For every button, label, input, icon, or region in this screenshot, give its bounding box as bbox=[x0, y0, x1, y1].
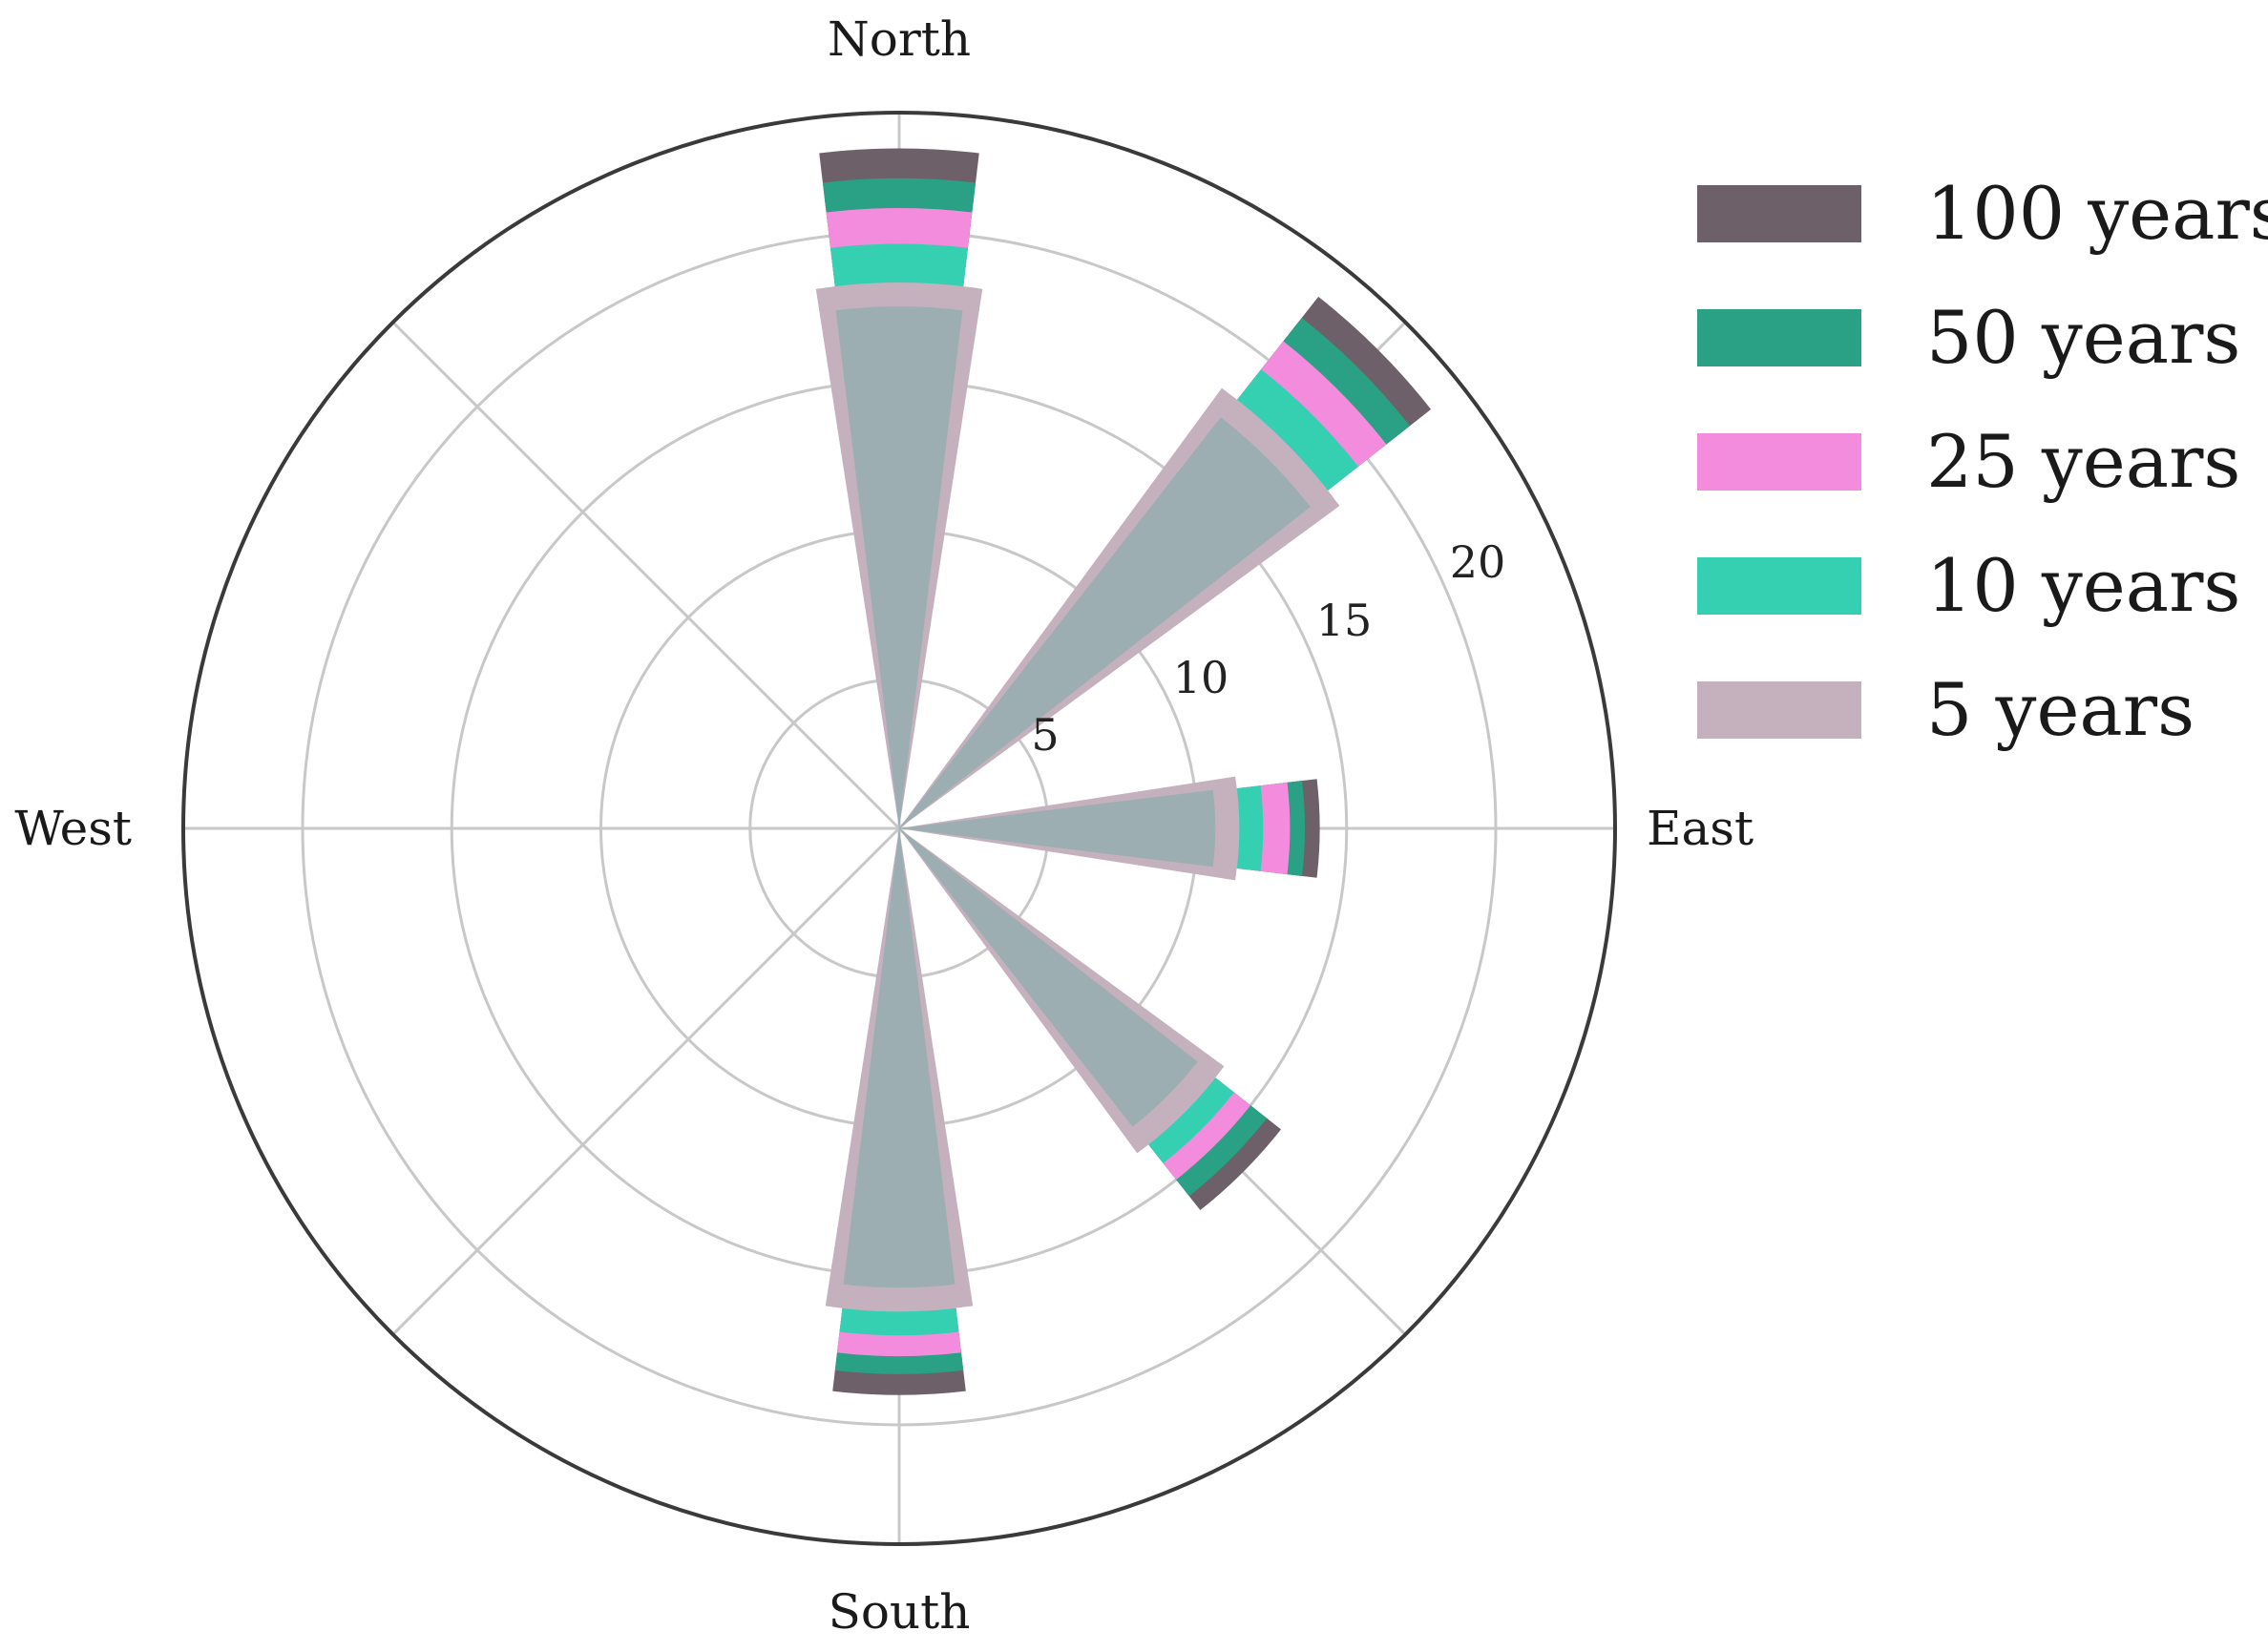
radial-tick-label: 20 bbox=[1450, 536, 1506, 588]
outer-circle bbox=[181, 111, 1617, 1546]
grid-spoke bbox=[391, 826, 901, 1336]
direction-label-west: West bbox=[14, 801, 132, 856]
legend-label-5-years: 5 years bbox=[1926, 667, 2194, 752]
legend: 100 years 50 years 25 years 10 years 5 y… bbox=[1697, 171, 2268, 752]
legend-swatch-100-years bbox=[1697, 185, 1861, 242]
legend-label-100-years: 100 years bbox=[1926, 171, 2268, 256]
radial-tick-label: 5 bbox=[1031, 709, 1059, 761]
bar-core-NE bbox=[899, 417, 1311, 828]
radial-tick-label: 10 bbox=[1173, 652, 1229, 703]
direction-label-east: East bbox=[1647, 801, 1754, 856]
legend-swatch-10-years bbox=[1697, 557, 1861, 615]
legend-label-50-years: 50 years bbox=[1926, 295, 2240, 380]
legend-swatch-5-years bbox=[1697, 681, 1861, 739]
direction-label-north: North bbox=[828, 11, 971, 67]
bar-core-S bbox=[843, 828, 956, 1288]
bar-core-E bbox=[899, 789, 1216, 868]
bar-core-N bbox=[835, 306, 963, 828]
outer-frame bbox=[181, 111, 1617, 1546]
radial-tick-labels: 5 10 15 20 bbox=[1031, 536, 1505, 761]
legend-swatch-25-years bbox=[1697, 433, 1861, 491]
legend-swatch-50-years bbox=[1697, 309, 1861, 366]
direction-label-south: South bbox=[829, 1584, 971, 1640]
legend-label-10-years: 10 years bbox=[1926, 543, 2240, 628]
bar-core-SE bbox=[899, 828, 1198, 1127]
legend-label-25-years: 25 years bbox=[1926, 419, 2240, 504]
radial-tick-label: 15 bbox=[1316, 595, 1373, 646]
bars-layer bbox=[815, 148, 1432, 1395]
grid-spoke bbox=[391, 321, 901, 830]
